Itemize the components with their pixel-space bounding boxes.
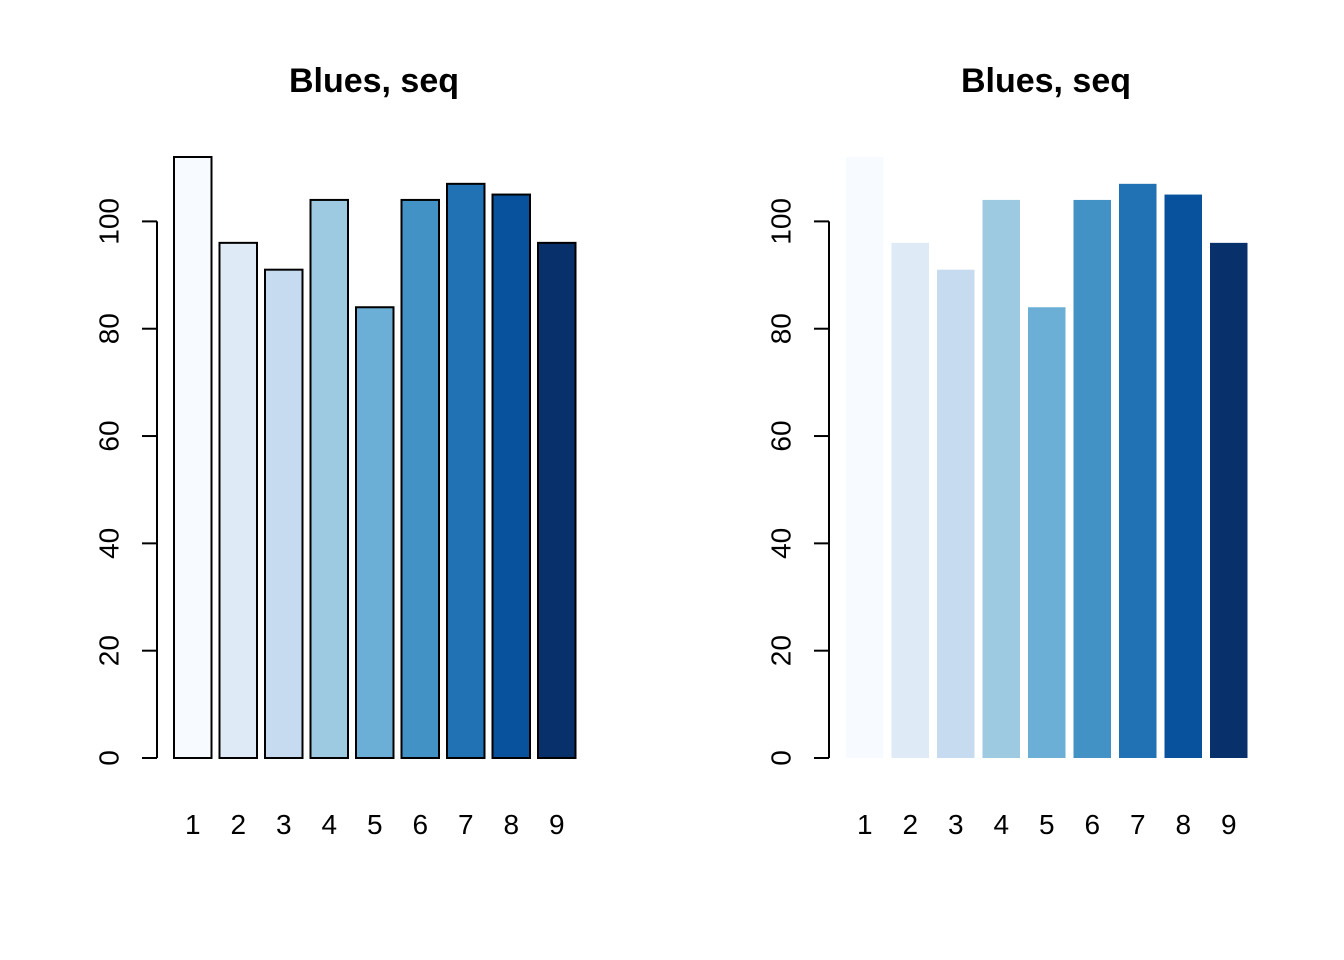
bar [400,198,440,759]
y-tick-label: 40 [94,528,125,559]
y-tick-label: 60 [94,420,125,451]
bar [891,242,929,758]
chart-title: Blues, seq [289,62,459,100]
y-tick-label: 80 [94,313,125,344]
bar [846,157,884,758]
y-tick-label: 20 [94,635,125,666]
chart-title: Blues, seq [961,62,1131,100]
bar [937,269,975,758]
y-tick-label: 0 [766,750,797,766]
x-tick-label: 2 [230,809,246,840]
bar [1119,183,1157,759]
y-tick-label: 20 [766,635,797,666]
x-tick-label: 5 [1039,809,1055,840]
x-tick-label: 3 [276,809,292,840]
x-tick-label: 7 [1130,809,1146,840]
y-tick-label: 60 [766,420,797,451]
x-tick-label: 1 [185,809,201,840]
y-tick-label: 0 [94,750,125,766]
bar [1164,194,1202,758]
x-tick-label: 6 [412,809,428,840]
bar [537,241,577,760]
bar [218,241,258,760]
bar [264,268,304,759]
bar [1073,199,1111,758]
bar [1028,307,1066,758]
bar [355,306,395,759]
bar [982,199,1020,758]
x-tick-label: 3 [948,809,964,840]
x-tick-label: 6 [1084,809,1100,840]
y-tick-label: 100 [94,198,125,245]
chart-panel-right: Blues, seq 1 2 3 4 5 6 7 8 9 0 20 40 60 80 100 [766,62,1248,840]
bar [491,193,531,759]
x-tick-label: 8 [1175,809,1191,840]
x-tick-label: 1 [857,809,873,840]
bar [173,156,213,759]
bar [446,182,486,759]
x-tick-label: 9 [549,809,565,840]
y-tick-label: 100 [766,198,797,245]
x-tick-label: 4 [993,809,1009,840]
x-tick-label: 2 [902,809,918,840]
x-tick-label: 7 [458,809,474,840]
x-tick-label: 9 [1221,809,1237,840]
chart-panel-left: Blues, seq 1 2 3 4 5 6 7 8 9 0 20 40 60 80 100 [94,62,577,840]
y-tick-label: 80 [766,313,797,344]
bar [309,198,349,759]
bar [1210,242,1248,758]
x-tick-label: 8 [503,809,519,840]
x-tick-label: 5 [367,809,383,840]
y-tick-label: 40 [766,528,797,559]
x-tick-label: 4 [321,809,337,840]
